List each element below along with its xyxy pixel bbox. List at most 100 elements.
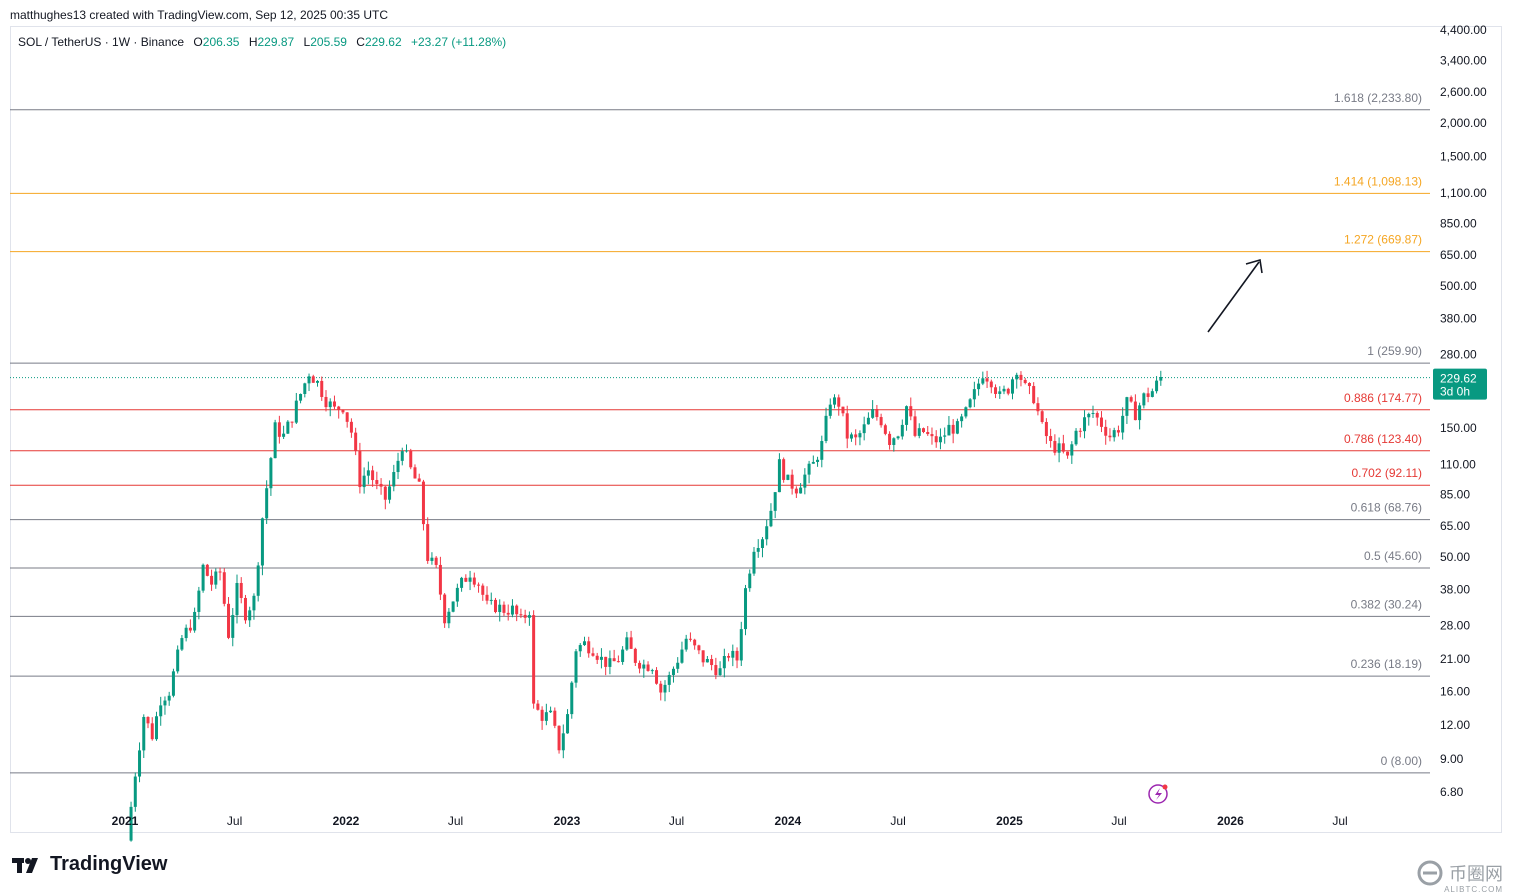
candle[interactable] [1138,402,1142,430]
candle[interactable] [989,379,993,394]
candle[interactable] [201,563,205,593]
candle[interactable] [354,427,358,456]
candle[interactable] [455,583,459,607]
candle[interactable] [561,724,565,759]
candle[interactable] [163,696,167,715]
candle[interactable] [964,406,968,419]
candle[interactable] [587,636,591,658]
candle[interactable] [193,607,197,633]
candle[interactable] [506,604,510,621]
candle[interactable] [493,597,497,614]
candle[interactable] [1078,428,1082,438]
candle[interactable] [239,577,243,604]
candle[interactable] [468,570,472,591]
candle[interactable] [934,430,938,448]
candle[interactable] [710,654,714,671]
candle[interactable] [214,568,218,589]
candle[interactable] [129,801,133,842]
candle[interactable] [320,376,324,401]
candle[interactable] [951,419,955,444]
candle[interactable] [705,656,709,663]
candle[interactable] [222,568,226,607]
candle[interactable] [1116,425,1120,437]
candle[interactable] [616,655,620,663]
candle[interactable] [197,586,201,620]
candle[interactable] [392,464,396,492]
candle[interactable] [388,480,392,504]
candle[interactable] [621,646,625,665]
candle[interactable] [188,619,192,633]
candle[interactable] [235,574,239,624]
candle[interactable] [985,370,989,389]
candle[interactable] [905,405,909,431]
candle[interactable] [739,621,743,666]
candle[interactable] [248,606,252,627]
candle[interactable] [1121,407,1125,440]
candle[interactable] [527,611,531,626]
candle[interactable] [688,632,692,642]
candle[interactable] [451,601,455,613]
candle[interactable] [231,608,235,647]
candle[interactable] [286,420,290,435]
candle[interactable] [854,429,858,446]
candle[interactable] [210,569,214,591]
candle[interactable] [794,486,798,498]
candle[interactable] [633,647,637,667]
candle[interactable] [1146,387,1150,403]
candle[interactable] [167,691,171,706]
candle[interactable] [1087,412,1091,426]
candle[interactable] [803,468,807,495]
candle[interactable] [1044,418,1048,444]
flash-icon[interactable] [1148,784,1168,804]
candle[interactable] [1066,451,1070,459]
candle[interactable] [252,593,256,620]
candle[interactable] [744,584,748,636]
candle[interactable] [858,430,862,446]
candle[interactable] [260,517,264,576]
candle[interactable] [405,444,409,453]
candle[interactable] [532,610,536,709]
candle[interactable] [243,594,247,624]
candle[interactable] [472,572,476,588]
candle[interactable] [180,634,184,652]
candle[interactable] [447,608,451,629]
candle[interactable] [1112,427,1116,442]
candle[interactable] [142,714,146,758]
candle[interactable] [566,709,570,734]
candle[interactable] [676,657,680,673]
candle[interactable] [328,398,332,417]
candle[interactable] [608,650,612,675]
candle[interactable] [650,668,654,675]
candle[interactable] [777,453,781,493]
candle[interactable] [599,648,603,669]
candle[interactable] [290,421,294,428]
candle[interactable] [786,474,790,481]
candle[interactable] [1053,434,1057,456]
chart-frame[interactable] [10,26,1502,833]
candle[interactable] [481,583,485,601]
candle[interactable] [1032,382,1036,405]
candle[interactable] [926,425,930,436]
candle[interactable] [1083,410,1087,439]
candle[interactable] [680,641,684,664]
candle[interactable] [303,382,307,398]
candle[interactable] [837,394,841,416]
candle[interactable] [430,552,434,565]
candle[interactable] [1002,385,1006,395]
candle[interactable] [1027,382,1031,395]
candle[interactable] [1036,397,1040,416]
candle[interactable] [273,419,277,459]
candle[interactable] [485,586,489,605]
candle[interactable] [396,452,400,480]
candle[interactable] [282,425,286,440]
candle[interactable] [277,415,281,444]
candle[interactable] [371,465,375,487]
candle[interactable] [760,537,764,558]
candle[interactable] [638,660,642,674]
candle[interactable] [400,447,404,466]
candle[interactable] [938,428,942,450]
candle[interactable] [159,696,163,726]
candle[interactable] [154,711,158,741]
candle[interactable] [752,547,756,576]
candle[interactable] [913,410,917,438]
